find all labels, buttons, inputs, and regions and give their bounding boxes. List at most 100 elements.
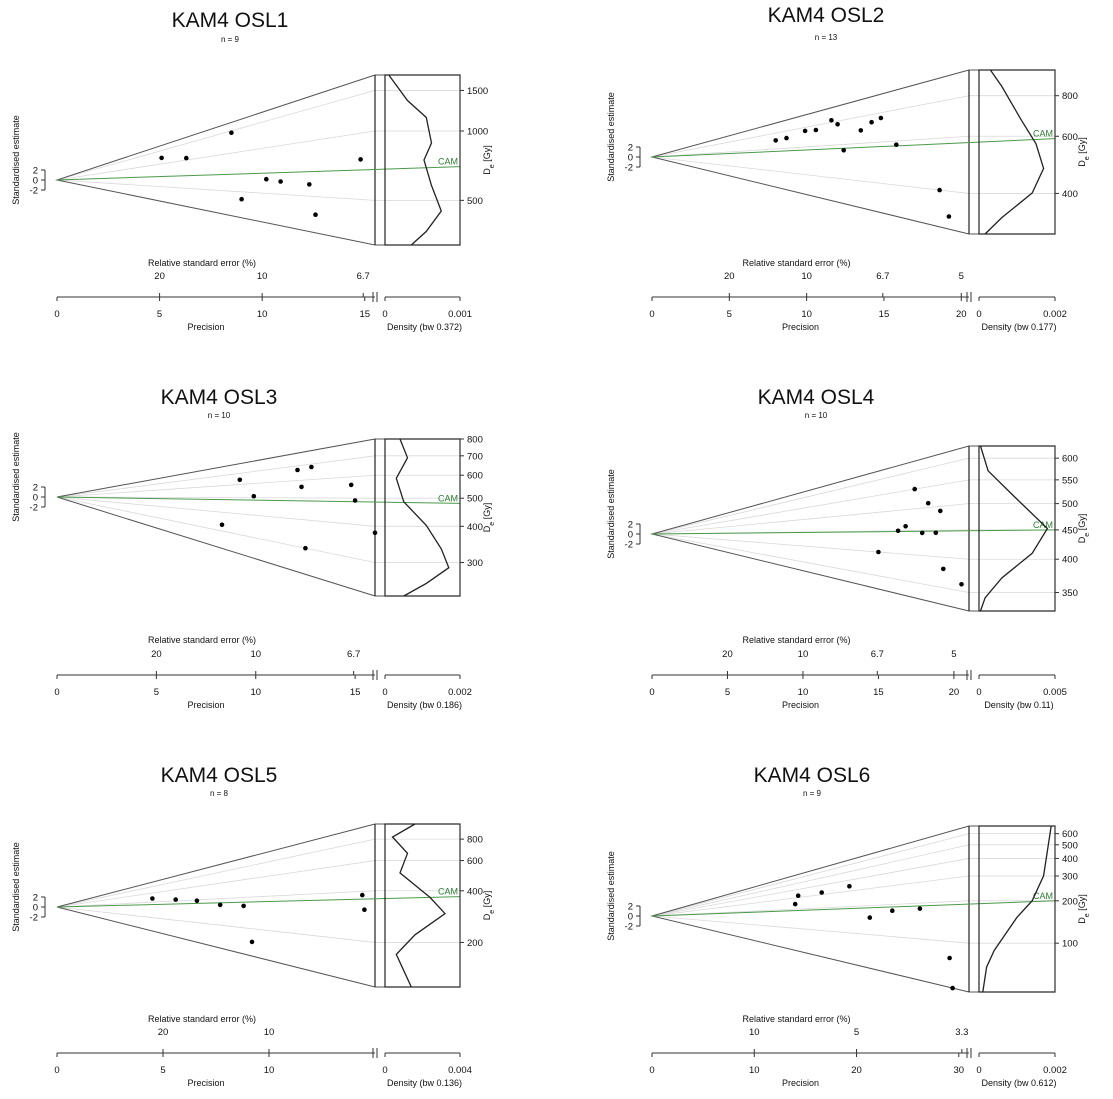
x-tick-label: 5 bbox=[727, 309, 732, 320]
cam-line bbox=[651, 900, 1056, 917]
x-tick-label: 15 bbox=[879, 309, 890, 320]
grid-ray bbox=[56, 906, 376, 943]
chart-subtitle: n = 10 bbox=[805, 411, 828, 420]
density-curve bbox=[982, 825, 1052, 993]
z-tick-label: 500 bbox=[1062, 499, 1078, 510]
y-axis-label: Standardised estimate bbox=[11, 115, 21, 205]
data-point bbox=[348, 482, 354, 488]
radial-triangle bbox=[650, 69, 970, 235]
data-point bbox=[925, 500, 931, 506]
cam-line bbox=[56, 166, 461, 181]
data-point bbox=[876, 549, 881, 555]
z-tick-label: 500 bbox=[467, 494, 483, 505]
y-axis-label: Standardised estimate bbox=[606, 469, 616, 559]
rse-axis-label: Relative standard error (%) bbox=[742, 258, 850, 268]
data-point bbox=[947, 955, 952, 961]
z-tick-label: 600 bbox=[1062, 829, 1078, 840]
data-point bbox=[792, 901, 798, 907]
rse-tick-label: 20 bbox=[158, 1027, 169, 1038]
x-tick-label: 10 bbox=[250, 687, 261, 698]
y-tick-label: 0 bbox=[628, 530, 633, 541]
chart-title: KAM4 OSL6 bbox=[754, 764, 871, 787]
z-tick-label: 300 bbox=[467, 558, 483, 569]
grid-ray bbox=[56, 90, 376, 181]
data-point bbox=[278, 179, 283, 184]
density-tick-label: 0 bbox=[976, 1065, 981, 1076]
grid-ray bbox=[56, 130, 376, 181]
rse-tick-label: 10 bbox=[257, 271, 268, 282]
y-tick-label: 0 bbox=[33, 903, 38, 914]
data-point bbox=[847, 884, 852, 889]
data-point bbox=[309, 464, 314, 470]
z-tick-label: 400 bbox=[467, 886, 483, 897]
rse-tick-label: 20 bbox=[724, 271, 735, 282]
cam-label: CAM bbox=[438, 493, 458, 503]
grid-ray bbox=[56, 496, 376, 563]
data-point bbox=[941, 566, 946, 572]
density-curve bbox=[388, 74, 443, 246]
x-tick-label: 10 bbox=[264, 1065, 275, 1076]
data-point bbox=[150, 896, 155, 901]
data-point bbox=[813, 127, 819, 133]
density-tick-label: 0.004 bbox=[448, 1065, 472, 1076]
chart-subtitle: n = 13 bbox=[815, 33, 838, 42]
z-tick-label: 600 bbox=[467, 856, 483, 867]
data-point bbox=[819, 890, 824, 895]
cam-label: CAM bbox=[1033, 129, 1053, 139]
density-axis-label: Density (bw 0.11) bbox=[984, 700, 1053, 710]
data-point bbox=[264, 176, 269, 182]
y-tick-label: 0 bbox=[33, 493, 38, 504]
density-curve bbox=[979, 445, 1049, 612]
z-axis-label: De [Gy] bbox=[482, 891, 496, 920]
chart-subtitle: n = 8 bbox=[210, 789, 229, 798]
z-tick-label: 800 bbox=[467, 435, 483, 446]
rse-tick-label: 20 bbox=[722, 649, 733, 660]
rse-tick-label: 10 bbox=[798, 649, 809, 660]
y-tick-label: -2 bbox=[30, 913, 38, 924]
x-tick-label: 10 bbox=[257, 309, 268, 320]
density-curve bbox=[395, 438, 450, 597]
x-tick-label: 5 bbox=[725, 687, 730, 698]
data-point bbox=[307, 182, 312, 187]
z-tick-label: 600 bbox=[1062, 454, 1078, 465]
x-axis-label: Precision bbox=[187, 700, 224, 710]
cam-line bbox=[651, 138, 1056, 158]
y-tick-label: 2 bbox=[33, 166, 38, 177]
x-tick-label: 0 bbox=[649, 1065, 654, 1076]
data-point bbox=[784, 135, 789, 141]
grid-ray bbox=[651, 533, 970, 593]
data-point bbox=[869, 119, 874, 125]
density-tick-label: 0 bbox=[976, 687, 981, 698]
chart-title: KAM4 OSL1 bbox=[172, 9, 289, 32]
grid-ray bbox=[651, 875, 970, 917]
x-tick-label: 0 bbox=[649, 309, 654, 320]
cam-label: CAM bbox=[438, 157, 458, 167]
chart-subtitle: n = 10 bbox=[208, 411, 231, 420]
grid-ray bbox=[56, 455, 376, 498]
z-tick-label: 450 bbox=[1062, 525, 1078, 536]
rse-tick-label: 10 bbox=[801, 271, 812, 282]
z-tick-label: 400 bbox=[1062, 854, 1078, 865]
x-tick-label: 10 bbox=[798, 687, 809, 698]
data-point bbox=[352, 498, 358, 503]
data-point bbox=[841, 148, 846, 153]
grid-ray bbox=[651, 858, 970, 917]
x-tick-label: 20 bbox=[949, 687, 960, 698]
z-axis-label: De [Gy] bbox=[1077, 894, 1091, 923]
grid-ray bbox=[56, 496, 376, 527]
rse-tick-label: 10 bbox=[749, 1027, 760, 1038]
x-axis-label: Precision bbox=[187, 322, 224, 332]
rse-tick-label: 10 bbox=[250, 649, 261, 660]
data-point bbox=[239, 196, 244, 202]
grid-ray bbox=[651, 844, 970, 917]
z-tick-label: 100 bbox=[1062, 939, 1078, 950]
x-tick-label: 10 bbox=[801, 309, 812, 320]
data-point bbox=[829, 118, 834, 123]
density-axis-label: Density (bw 0.177) bbox=[981, 322, 1056, 332]
y-tick-label: 2 bbox=[628, 520, 633, 531]
density-box bbox=[978, 69, 1056, 235]
z-tick-label: 500 bbox=[467, 196, 483, 207]
